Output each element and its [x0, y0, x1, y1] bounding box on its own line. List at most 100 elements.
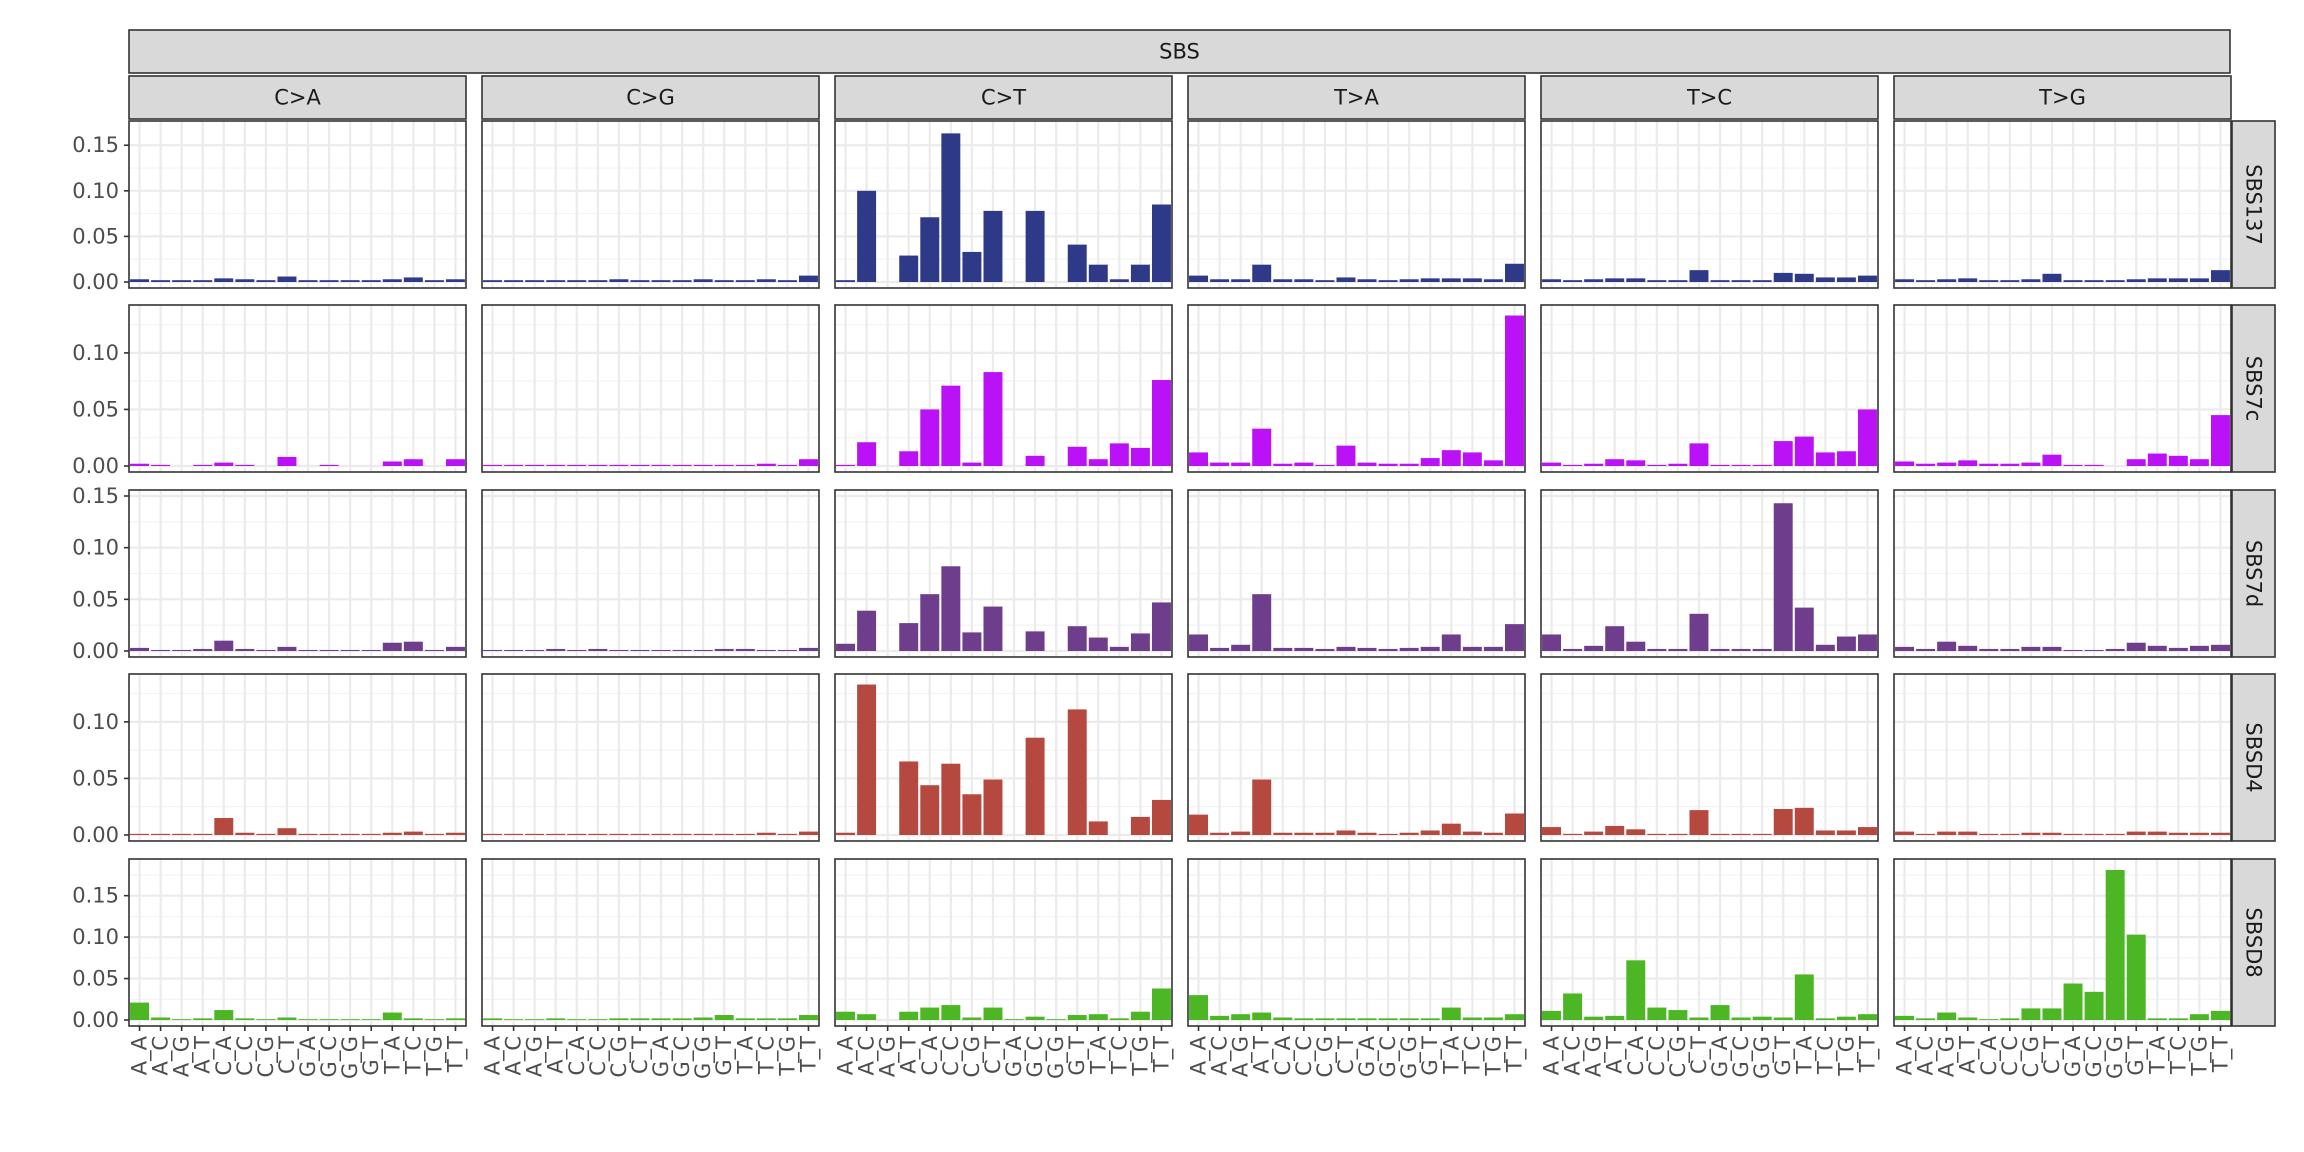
bar-SBSD4-T>C-G_A — [1710, 833, 1730, 835]
x-tick-label: C_T — [275, 1036, 300, 1074]
panel-border — [128, 673, 467, 842]
bar-SBS7d-T>C-T_G — [1836, 636, 1856, 651]
bar-SBS7d-T>A-T_G — [1483, 646, 1503, 651]
bar-SBS137-T>G-T_A — [2147, 278, 2167, 282]
bar-SBS137-T>G-C_G — [2021, 279, 2041, 282]
bar-SBS7c-T>A-T_C — [1462, 452, 1482, 466]
bar-SBS137-T>A-G_C — [1378, 280, 1398, 282]
bar-SBSD8-T>A-A_T — [1252, 1012, 1272, 1020]
x-tick-label: G_A — [1708, 1035, 1733, 1077]
bar-SBSD8-C>T-T_C — [1109, 1018, 1129, 1020]
bar-SBSD8-T>G-G_G — [2105, 869, 2125, 1020]
y-tick-label: 0.00 — [72, 454, 119, 478]
column-strip-label: T>G — [2038, 86, 2086, 110]
y-tick-label: 0.00 — [72, 639, 119, 663]
bar-SBS7d-C>A-G_G — [340, 649, 360, 651]
row-strip-5 — [2231, 858, 2276, 1027]
bar-SBS137-C>A-C_G — [256, 280, 276, 282]
x-tick-label: G_G — [1750, 1036, 1775, 1079]
bar-SBS7c-T>G-A_C — [1916, 463, 1936, 466]
bar-SBS7d-C>G-C_A — [567, 649, 587, 651]
bar-SBS137-T>C-G_A — [1710, 280, 1730, 282]
bar-SBSD4-C>T-C_G — [962, 794, 982, 835]
panel-border — [481, 489, 820, 658]
bar-SBS7c-C>G-T_G — [777, 464, 797, 466]
bar-SBS7c-C>G-A_T — [546, 464, 566, 466]
bar-SBSD8-C>A-T_G — [424, 1019, 444, 1020]
bar-SBSD4-C>A-A_G — [172, 833, 192, 835]
bar-SBS7d-T>C-A_G — [1584, 645, 1604, 651]
bar-SBSD8-T>G-T_C — [2168, 1018, 2188, 1020]
bar-SBS7c-T>G-T_G — [2189, 459, 2209, 466]
bar-SBS137-T>C-C_C — [1647, 280, 1667, 282]
bar-SBS7d-C>G-A_A — [483, 649, 503, 651]
bar-SBS137-C>G-T_A — [735, 280, 755, 282]
x-tick-label: G_T — [1771, 1036, 1796, 1076]
bar-SBS7d-C>A-T_G — [424, 649, 444, 651]
panel-background — [1541, 305, 1878, 472]
bar-SBS137-T>C-C_T — [1689, 270, 1709, 282]
panel-border — [128, 304, 467, 473]
bar-SBS7c-T>A-A_T — [1252, 428, 1272, 466]
bar-SBSD4-C>G-T_A — [735, 833, 755, 835]
bar-SBSD8-T>C-C_G — [1668, 1010, 1688, 1020]
bar-SBS7d-C>A-T_T — [445, 646, 465, 651]
bar-SBSD4-T>G-G_T — [2126, 831, 2146, 835]
panel-background — [1541, 674, 1878, 841]
bar-SBS7d-C>T-T_A — [1088, 637, 1108, 651]
bar-SBS137-T>A-C_G — [1315, 280, 1335, 282]
bar-SBSD8-T>C-T_T — [1857, 1014, 1877, 1020]
x-tick-label: G_G — [338, 1036, 363, 1079]
bar-SBS7c-C>A-A_C — [151, 464, 171, 466]
bar-SBSD8-T>C-A_C — [1563, 993, 1583, 1020]
bar-SBS137-C>A-C_C — [235, 279, 255, 282]
bar-SBS137-C>G-A_G — [525, 280, 545, 282]
bar-SBSD8-T>A-A_C — [1210, 1015, 1230, 1020]
bar-SBS137-T>G-A_T — [1958, 278, 1978, 282]
row-strip-4 — [2231, 673, 2276, 842]
bar-SBS7d-C>A-C_A — [214, 640, 234, 651]
bar-SBSD4-T>A-C_C — [1294, 832, 1314, 835]
bar-SBS7d-T>G-G_C — [2084, 649, 2104, 651]
y-tick-label: 0.05 — [72, 587, 119, 611]
bar-SBS7d-T>A-G_C — [1378, 648, 1398, 651]
bar-SBSD8-T>C-G_A — [1710, 1005, 1730, 1020]
x-tick-label: A_G — [876, 1036, 901, 1077]
bar-SBS7c-T>A-T_T — [1504, 315, 1524, 466]
bar-SBS7d-C>T-C_G — [962, 632, 982, 651]
bar-SBS7c-T>C-T_C — [1815, 452, 1835, 466]
row-strip-1 — [2231, 120, 2276, 289]
bar-SBS137-C>T-T_G — [1130, 264, 1150, 282]
bar-SBS7c-C>G-T_T — [798, 459, 818, 466]
bar-SBSD4-C>T-C_A — [920, 785, 940, 835]
bar-SBSD8-C>G-G_T — [714, 1015, 734, 1020]
bar-SBSD4-T>A-A_G — [1231, 831, 1251, 835]
bar-SBSD8-T>A-G_T — [1420, 1018, 1440, 1020]
bar-SBSD4-T>C-T_A — [1794, 807, 1814, 835]
bar-SBS137-T>G-A_A — [1895, 279, 1915, 282]
bar-SBS7d-T>A-T_C — [1462, 646, 1482, 651]
bar-SBS7d-C>A-T_A — [382, 642, 402, 651]
x-tick-label: C_C — [586, 1036, 611, 1076]
bar-SBS7d-C>T-T_T — [1151, 602, 1171, 651]
bar-SBSD8-T>C-T_A — [1794, 974, 1814, 1020]
bar-SBS7d-C>T-A_C — [857, 610, 877, 651]
bar-SBS137-C>G-A_A — [483, 280, 503, 282]
bar-SBS137-T>C-A_G — [1584, 279, 1604, 282]
bar-SBS7c-C>G-T_A — [735, 464, 755, 466]
bar-SBS7c-T>C-T_G — [1836, 451, 1856, 466]
bar-SBSD4-T>G-A_C — [1916, 833, 1936, 835]
bar-SBSD4-C>T-A_A — [836, 832, 856, 835]
bar-SBS7c-C>A-A_T — [193, 464, 213, 466]
bar-SBS7c-T>A-A_C — [1210, 462, 1230, 466]
bar-SBS7d-C>G-C_G — [609, 649, 629, 651]
bar-SBS7d-T>A-C_G — [1315, 648, 1335, 651]
bar-SBS137-T>G-T_G — [2189, 278, 2209, 282]
bar-SBS137-T>C-G_G — [1752, 280, 1772, 282]
bar-SBSD4-C>G-A_G — [525, 833, 545, 835]
bar-SBSD4-T>G-C_C — [2000, 833, 2020, 835]
y-tick-label: 0.00 — [72, 1008, 119, 1032]
panel-background — [482, 121, 819, 288]
x-tick-label: C_T — [1687, 1036, 1712, 1074]
bar-SBS137-T>C-T_C — [1815, 277, 1835, 282]
